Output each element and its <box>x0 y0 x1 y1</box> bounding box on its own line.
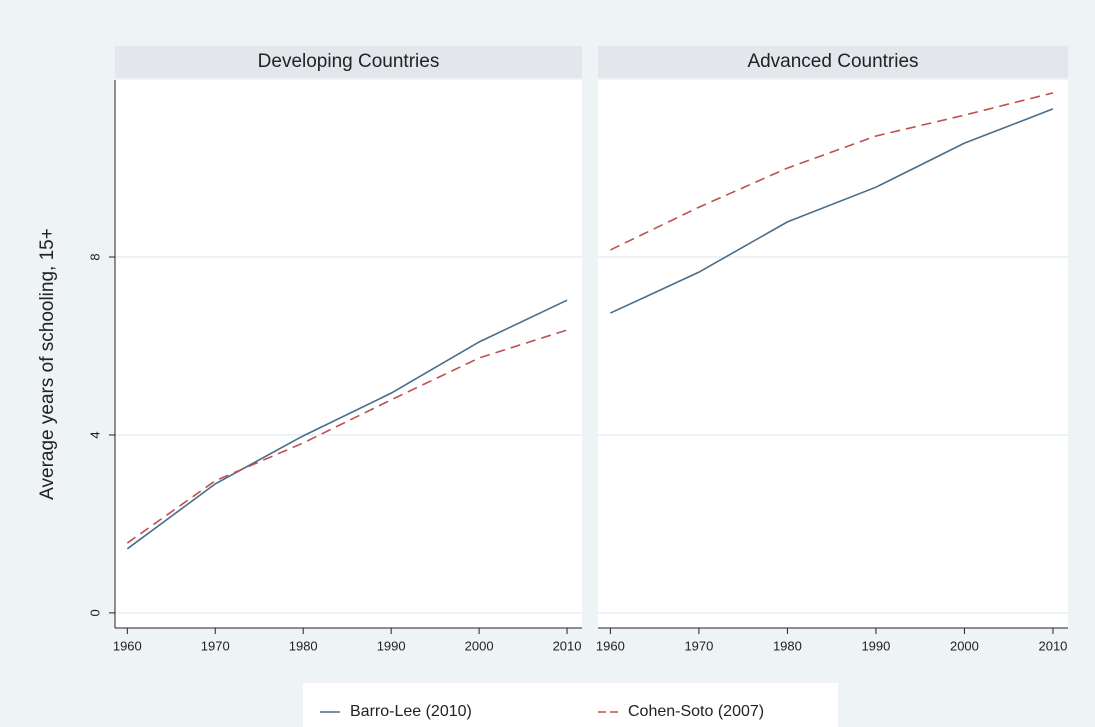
strip <box>598 46 1068 78</box>
x-tick-label: 2000 <box>465 638 494 653</box>
line-series <box>610 92 1054 251</box>
x-tick-label: 1960 <box>113 638 142 653</box>
legend <box>303 683 838 727</box>
y-tick-label: 0 <box>87 609 102 616</box>
y-tick-label: 8 <box>87 253 102 260</box>
x-tick-label: 2010 <box>553 638 582 653</box>
x-tick-label: 2010 <box>1038 638 1067 653</box>
strip <box>115 46 582 78</box>
x-tick-label: 1980 <box>289 638 318 653</box>
legend-label: Barro-Lee (2010) <box>350 703 472 720</box>
y-axis-label: Average years of schooling, 15+ <box>37 228 58 500</box>
x-tick-label: 1970 <box>201 638 230 653</box>
y-tick-label: 4 <box>87 431 102 438</box>
x-tick-label: 2000 <box>950 638 979 653</box>
x-tick-label: 1970 <box>684 638 713 653</box>
panel-title: Advanced Countries <box>747 51 918 72</box>
x-tick-label: 1990 <box>377 638 406 653</box>
line-series <box>126 329 568 544</box>
panel <box>598 80 1068 628</box>
x-tick-label: 1960 <box>596 638 625 653</box>
line-series <box>610 108 1054 314</box>
x-tick-label: 1990 <box>861 638 890 653</box>
panel <box>115 80 582 628</box>
panel-title: Developing Countries <box>258 51 440 72</box>
x-tick-label: 1980 <box>773 638 802 653</box>
legend-label: Cohen-Soto (2007) <box>628 703 764 720</box>
line-series <box>126 299 568 550</box>
